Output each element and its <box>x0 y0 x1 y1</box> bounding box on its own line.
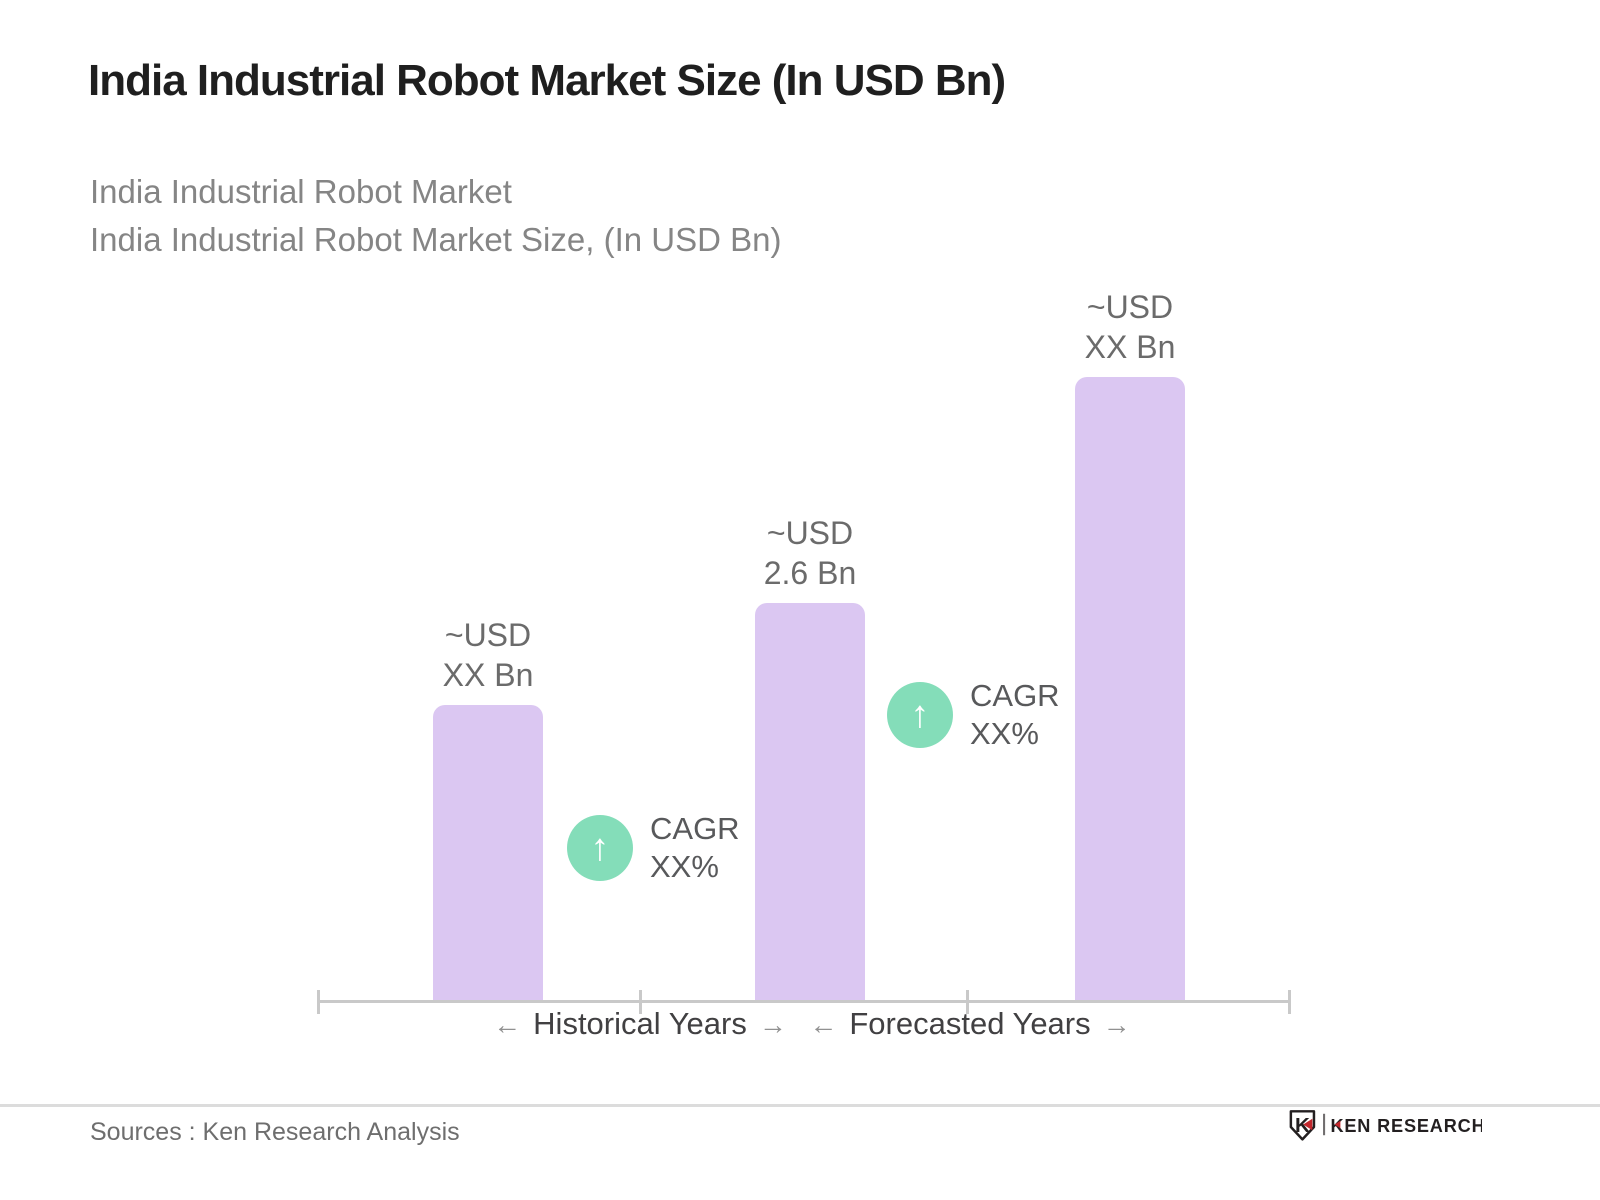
chart-subtitle: India Industrial Robot Market India Indu… <box>90 168 781 264</box>
bar-value-label: ~USD 2.6 Bn <box>763 515 857 591</box>
brand-name-text: KEN RESEARCH <box>1330 1116 1482 1136</box>
arrow-right-icon: → <box>1102 1009 1131 1040</box>
up-arrow-icon: ↑ <box>910 694 930 736</box>
axis-group-label-text: Historical Years <box>533 1006 747 1041</box>
logo-shield-outline <box>1289 1110 1316 1141</box>
bar-value-label: ~USD XX Bn <box>1084 289 1176 365</box>
axis-group-forecasted-years: ← Forecasted Years → <box>720 1006 1220 1042</box>
x-axis-line <box>318 1000 1290 1003</box>
logo-separator <box>1323 1113 1326 1136</box>
arrow-right-icon: → <box>758 1009 787 1040</box>
subtitle-line-2: India Industrial Robot Market Size, (In … <box>90 221 782 258</box>
subtitle-line-1: India Industrial Robot Market <box>90 173 512 210</box>
logo-mark-red-triangle-icon <box>1303 1118 1313 1131</box>
bar-current-year <box>755 603 865 1002</box>
axis-group-historical-years: ← Historical Years → <box>390 1006 890 1042</box>
arrow-left-icon: ← <box>809 1009 838 1040</box>
arrow-left-icon: ← <box>493 1009 522 1040</box>
logo-mark-letter: K <box>1295 1114 1310 1137</box>
cagr-badge-historical: ↑ CAGR XX% <box>567 810 740 886</box>
footer-divider <box>0 1104 1600 1107</box>
brand-k-red-triangle-icon <box>1334 1120 1341 1129</box>
axis-tick <box>639 990 642 1014</box>
cagr-badge-forecast: ↑ CAGR XX% <box>887 677 1060 753</box>
page-title: India Industrial Robot Market Size (In U… <box>88 56 1006 105</box>
cagr-badge-circle: ↑ <box>567 815 633 881</box>
axis-tick <box>1288 990 1291 1014</box>
cagr-badge-circle: ↑ <box>887 682 953 748</box>
bar-forecast-end <box>1075 377 1185 1002</box>
bar-value-label: ~USD XX Bn <box>442 617 534 693</box>
up-arrow-icon: ↑ <box>590 827 610 869</box>
axis-group-label-text: Forecasted Years <box>849 1006 1091 1041</box>
sources-text: Sources : Ken Research Analysis <box>90 1118 460 1146</box>
axis-tick <box>966 990 969 1014</box>
cagr-label: CAGR XX% <box>970 678 1060 751</box>
cagr-label: CAGR XX% <box>650 811 740 884</box>
ken-research-logo: K KEN RESEARCH <box>1289 1110 1482 1141</box>
axis-tick <box>317 990 320 1014</box>
bar-historical-start <box>433 705 543 1002</box>
